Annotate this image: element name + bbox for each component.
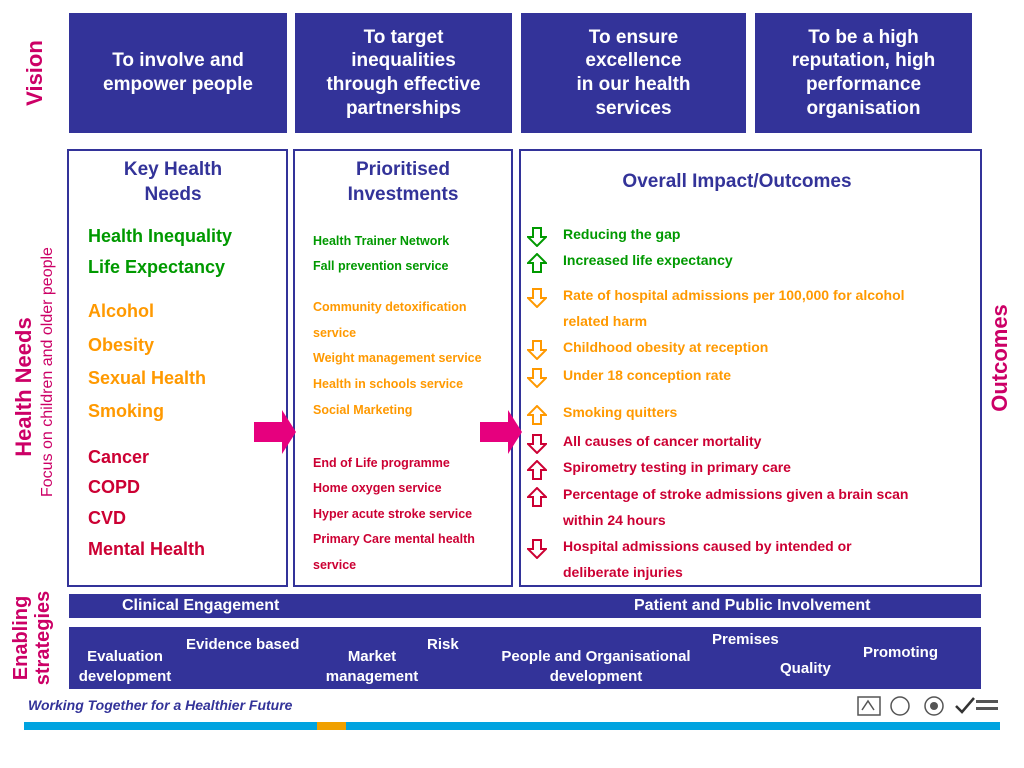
outcome-item: Increased life expectancy (563, 252, 733, 268)
outcome-item: Rate of hospital admissions per 100,000 … (563, 287, 905, 303)
outcome-item: Spirometry testing in primary care (563, 459, 791, 475)
vision-box-3: To ensure excellence in our health servi… (521, 13, 746, 133)
need-cvd: CVD (88, 508, 127, 528)
outcome-item: deliberate injuries (563, 564, 683, 580)
arrow-down-icon (527, 340, 547, 360)
outcomes-title: Overall Impact/Outcomes (622, 171, 852, 192)
need-smoking: Smoking (88, 401, 165, 421)
arrow-down-icon (527, 227, 547, 247)
need-life-expectancy: Life Expectancy (88, 257, 226, 277)
arrow-down-icon (527, 434, 547, 454)
investment-item: Hyper acute stroke service (313, 507, 473, 521)
arrow-up-icon (527, 487, 547, 507)
outcomes-label: Outcomes (987, 304, 1012, 412)
vision-box-1: To involve and empower people (69, 13, 287, 133)
investment-item: service (313, 326, 357, 340)
arrow-down-icon (527, 288, 547, 308)
enabling-item-evidence-based: Evidence based (186, 636, 300, 653)
partner-logos-icon (857, 696, 998, 716)
outcome-item: Percentage of stroke admissions given a … (563, 486, 909, 502)
need-alcohol: Alcohol (88, 301, 154, 321)
investment-item: Social Marketing (313, 403, 413, 417)
arrow-up-icon (527, 405, 547, 425)
enabling-item-evaluation: Evaluation development (78, 648, 172, 685)
outcome-item: Reducing the gap (563, 226, 681, 242)
outcomes-panel (519, 149, 982, 587)
investment-item: service (313, 558, 357, 572)
need-cancer: Cancer (88, 447, 150, 467)
health-needs-sublabel: Focus on children and older people (39, 247, 56, 497)
enabling-item-market-management: Market management (325, 648, 419, 685)
need-copd: COPD (88, 477, 141, 497)
outcome-item: Childhood obesity at reception (563, 339, 769, 355)
investment-item: Community detoxification (313, 300, 467, 314)
outcome-item: related harm (563, 313, 648, 329)
footer-logos (856, 694, 1000, 718)
investment-item: Health in schools service (313, 377, 464, 391)
investment-item: Home oxygen service (313, 481, 442, 495)
investment-item: Weight management service (313, 351, 482, 365)
outcome-item: Smoking quitters (563, 404, 678, 420)
investment-item: Health Trainer Network (313, 234, 450, 248)
enabling-item-risk: Risk (427, 636, 459, 653)
need-health-inequality: Health Inequality (88, 226, 233, 246)
patient-public-involvement: Patient and Public Involvement (634, 597, 871, 614)
vision-label: Vision (22, 40, 47, 106)
vision-box-2: To target inequalities through effective… (295, 13, 512, 133)
outcome-item: Hospital admissions caused by intended o… (563, 538, 852, 554)
enabling-item-promoting: Promoting (863, 644, 938, 661)
outcome-item: All causes of cancer mortality (563, 433, 762, 449)
need-obesity: Obesity (88, 335, 155, 355)
key-health-needs-panel (67, 149, 288, 587)
enabling-item-premises: Premises (712, 631, 779, 648)
prioritised-investments-title: Prioritised Investments (347, 159, 459, 205)
flow-arrow-icon (254, 410, 296, 454)
enabling-bar-top: Clinical Engagement Patient and Public I… (69, 594, 981, 618)
enabling-strategies-label: Enabling strategies (10, 590, 54, 686)
arrow-up-icon (527, 460, 547, 480)
enabling-bar-bottom (69, 627, 981, 689)
investment-item: Primary Care mental health (313, 532, 475, 546)
investment-item: Fall prevention service (313, 259, 449, 273)
arrow-down-icon (527, 539, 547, 559)
flow-arrow-icon (480, 410, 522, 454)
enabling-item-quality: Quality (780, 660, 831, 677)
prioritised-investments-panel (293, 149, 513, 587)
need-mental-health: Mental Health (88, 539, 206, 559)
clinical-engagement: Clinical Engagement (122, 597, 280, 614)
arrow-down-icon (527, 368, 547, 388)
outcome-item: Under 18 conception rate (563, 367, 732, 383)
vision-box-4: To be a high reputation, high performanc… (755, 13, 972, 133)
footer-slogan: Working Together for a Healthier Future (28, 697, 293, 713)
health-needs-label: Health Needs (11, 317, 36, 457)
enabling-item-people-org: People and Organisational development (501, 648, 691, 685)
outcome-item: within 24 hours (563, 512, 666, 528)
footer-stripe (24, 722, 1000, 730)
need-sexual-health: Sexual Health (88, 368, 207, 388)
investment-item: End of Life programme (313, 456, 450, 470)
arrow-up-icon (527, 253, 547, 273)
key-health-needs-title: Key Health Needs (123, 159, 223, 205)
